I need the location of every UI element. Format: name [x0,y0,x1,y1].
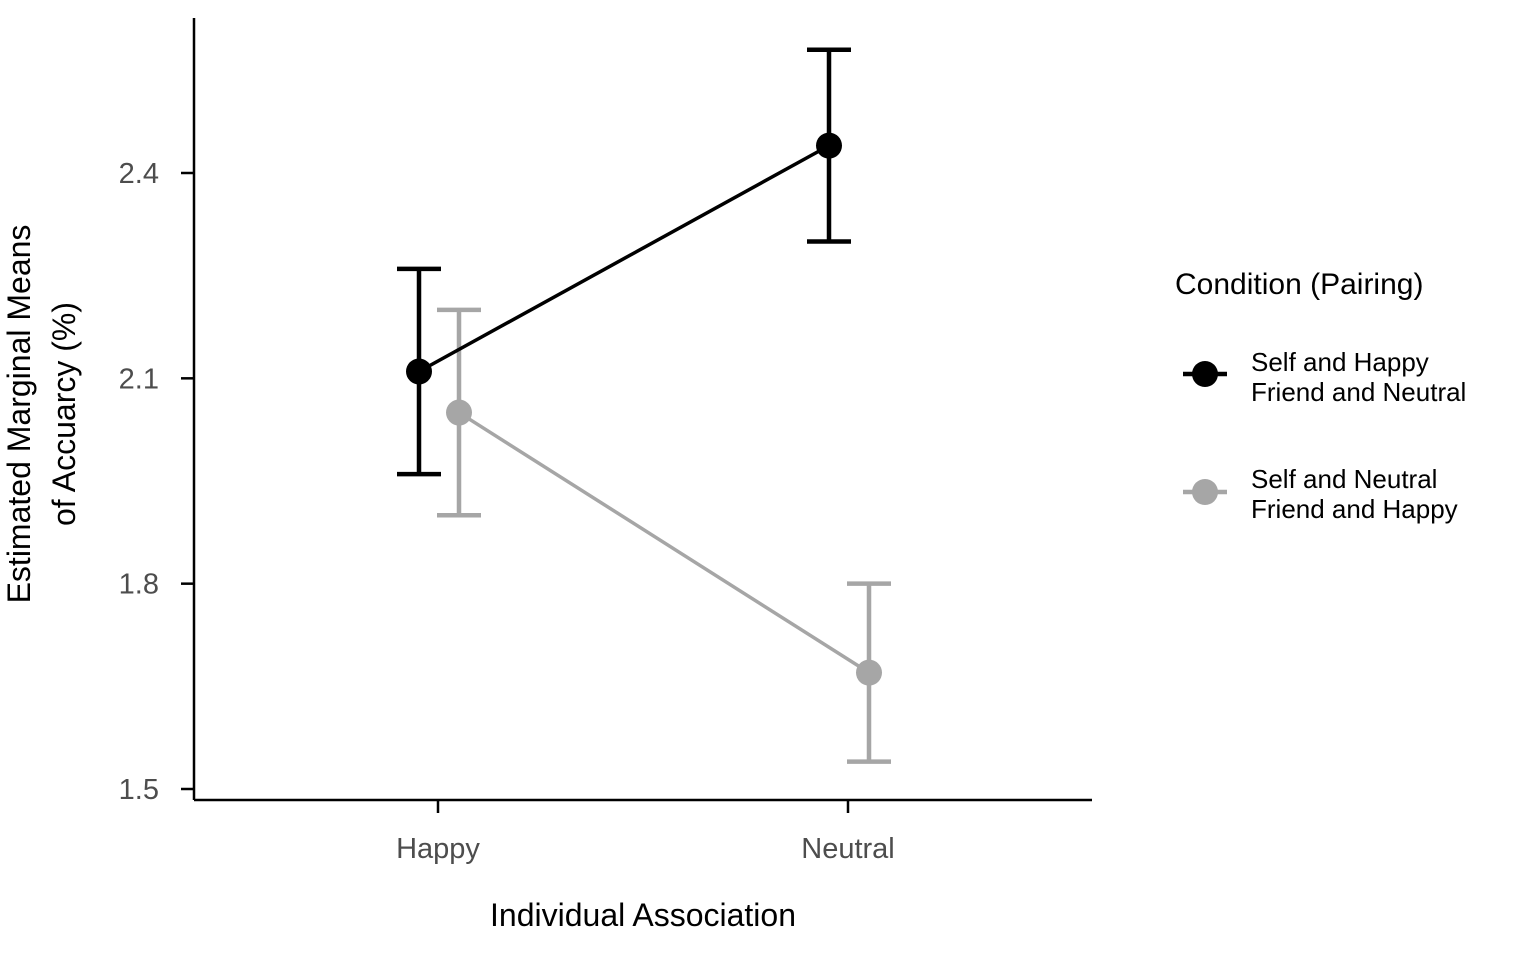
series-1 [397,47,851,477]
x-axis-ticks: Happy Neutral [396,800,895,865]
legend-label-series-1-line-1: Self and Happy [1251,347,1429,377]
data-point [816,132,842,159]
x-tick-label: Neutral [801,833,895,865]
legend-label-series-2-line-2: Friend and Happy [1251,494,1458,524]
x-tick-label: Happy [396,833,480,865]
y-axis-title-line-2: of Accuarcy (%) [46,302,82,526]
y-axis-title-line-1: Estimated Marginal Means [1,225,37,604]
y-tick-label: 2.1 [119,363,159,395]
data-series [397,47,891,764]
data-point [446,399,472,426]
legend: Condition (Pairing) Self and Happy Frien… [1175,268,1466,524]
legend-key-series-1 [1183,361,1227,387]
series-line [458,411,870,675]
y-tick-label: 2.4 [119,158,159,190]
x-axis-title: Individual Association [490,897,796,933]
series-2 [437,307,891,764]
axes [192,18,1092,802]
data-point [856,659,882,686]
data-point [406,358,432,385]
y-tick-label: 1.5 [119,774,159,806]
series-line [418,144,830,374]
legend-title: Condition (Pairing) [1175,268,1423,301]
y-axis-title: Estimated Marginal Means of Accuarcy (%) [1,225,82,604]
legend-label-series-2-line-1: Self and Neutral [1251,464,1437,494]
y-axis-ticks: 1.5 1.8 2.1 2.4 [119,158,194,806]
y-tick-label: 1.8 [119,569,159,601]
legend-label-series-1-line-2: Friend and Neutral [1251,377,1466,407]
legend-key-series-2 [1183,479,1227,505]
